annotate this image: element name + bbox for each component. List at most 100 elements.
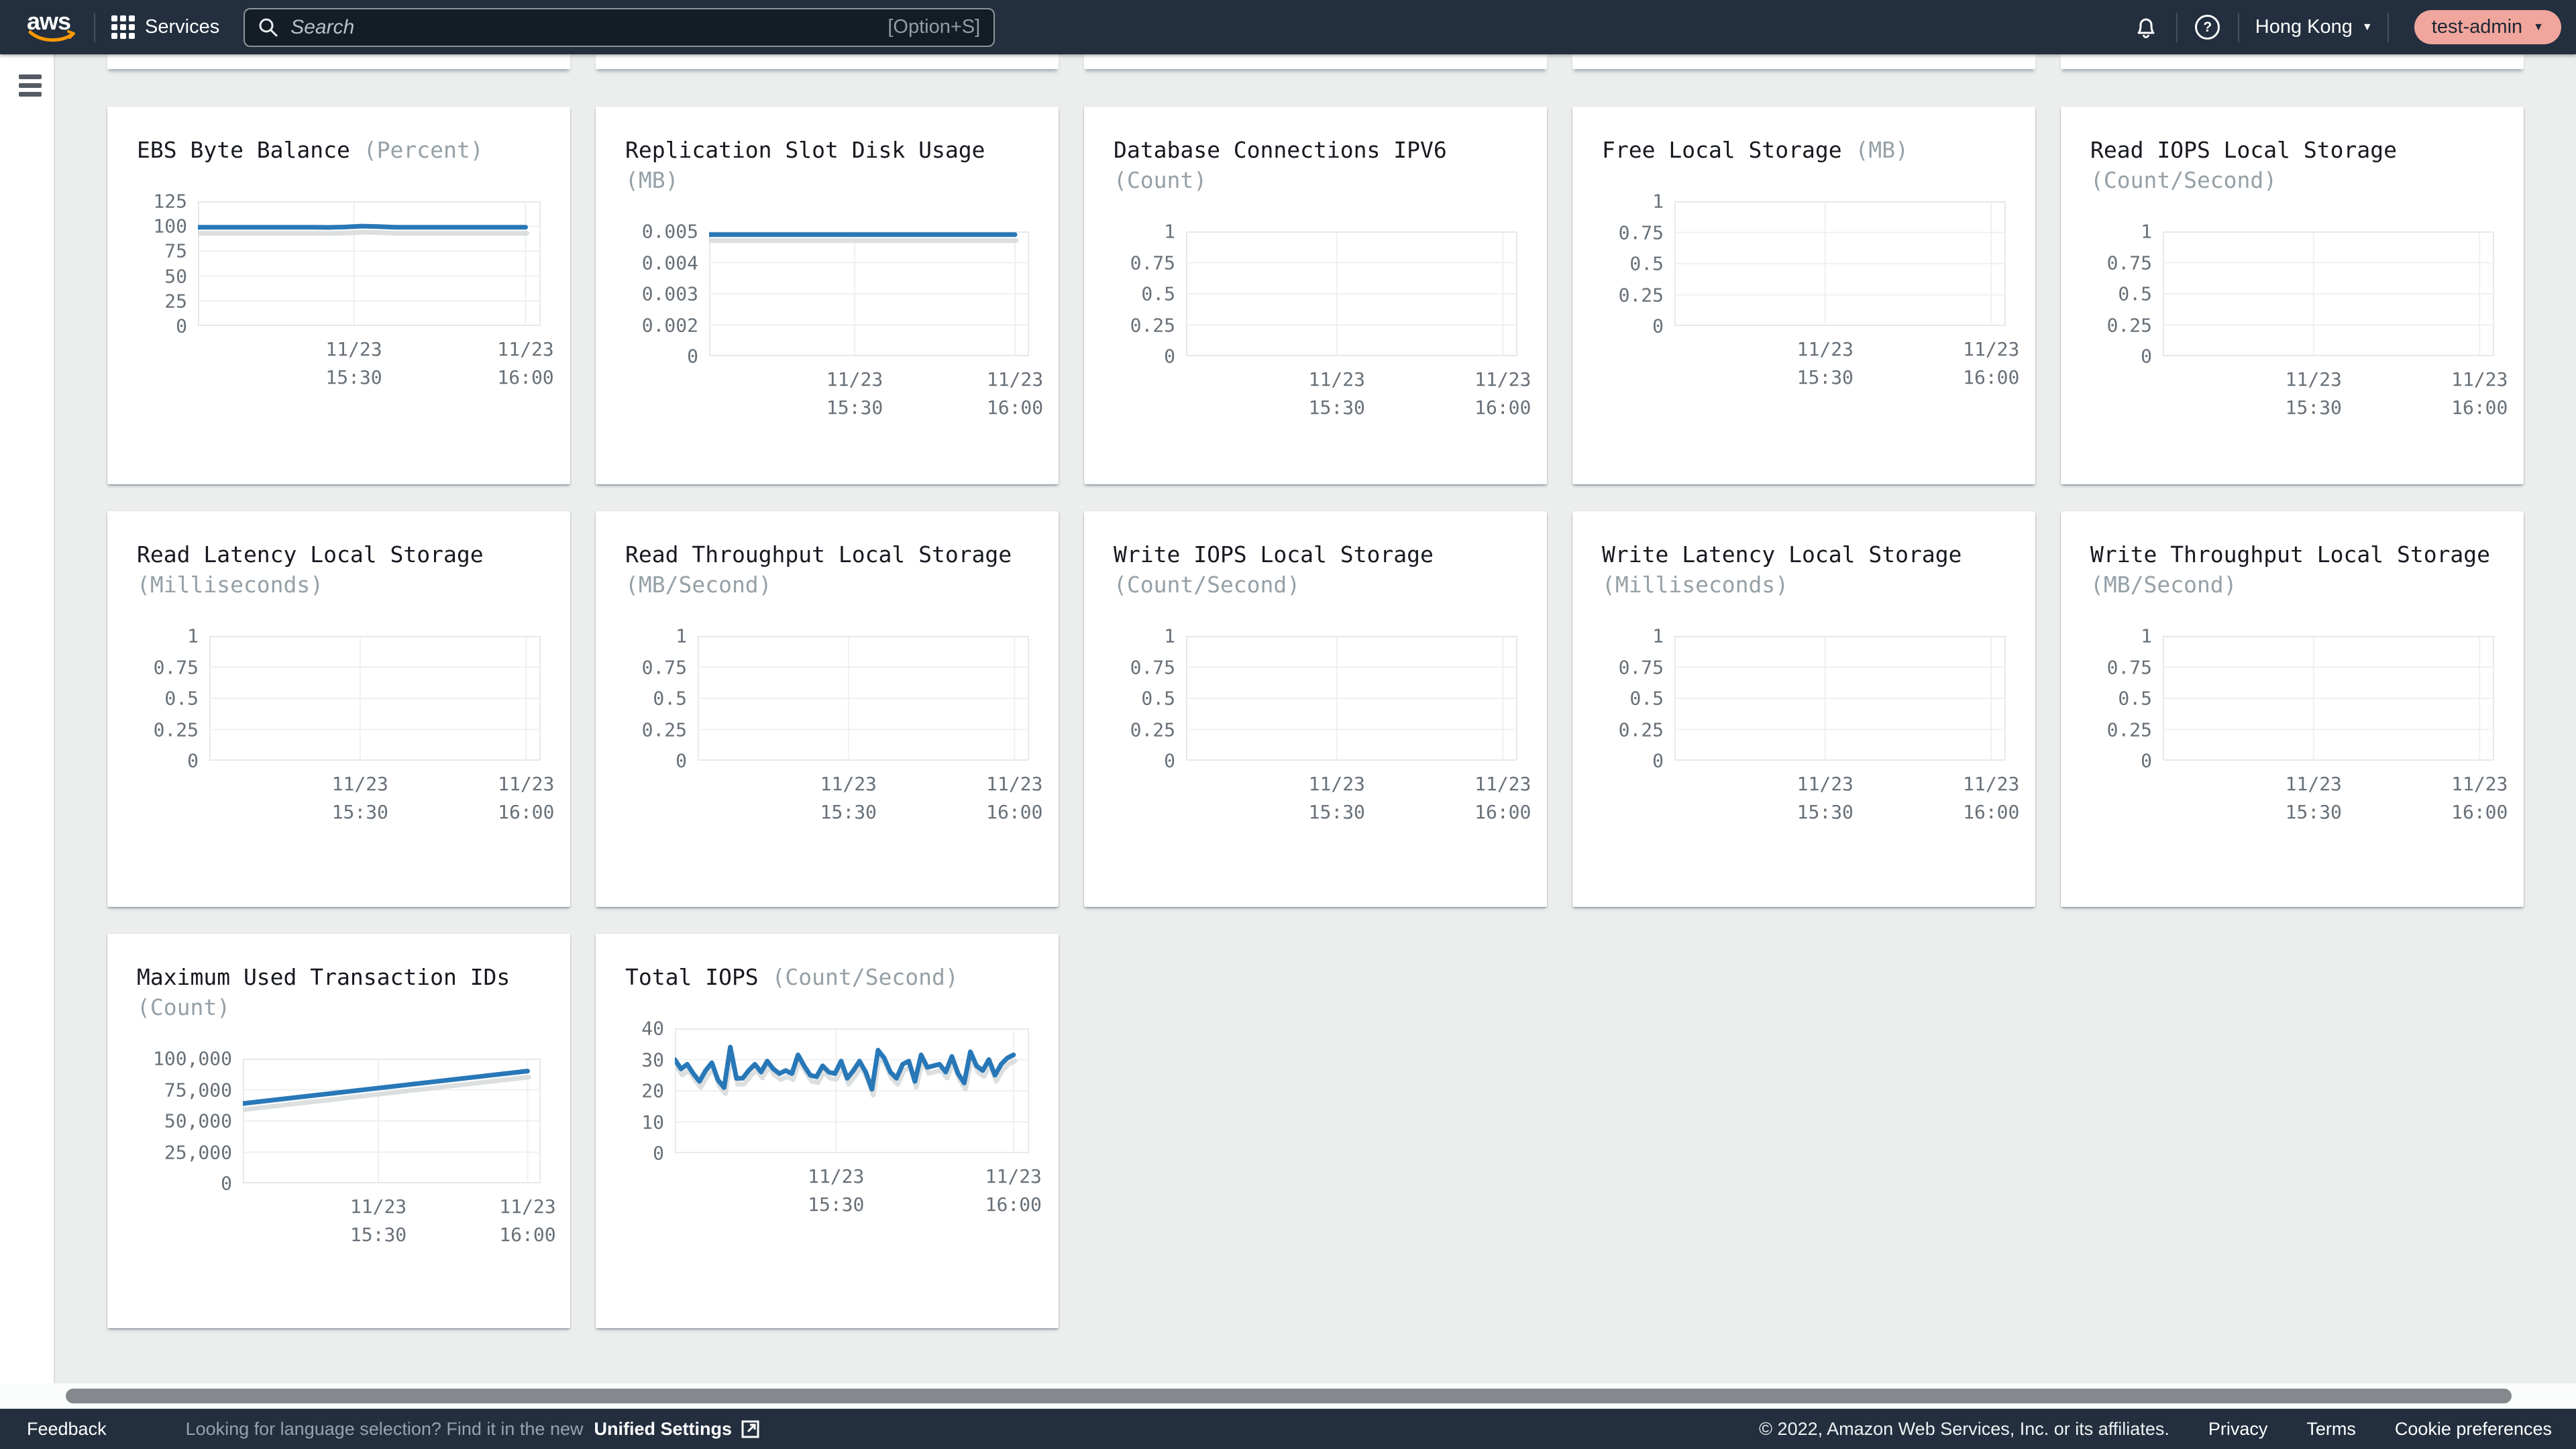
plot-area: [698, 636, 1029, 761]
x-tick-label: 11/23 15:30: [1308, 368, 1365, 419]
card-unit: (Milliseconds): [1602, 572, 1789, 598]
y-tick-label: 0.75: [2106, 252, 2152, 274]
horizontal-scrollbar-thumb[interactable]: [66, 1389, 2512, 1403]
external-link-icon[interactable]: [741, 1420, 759, 1438]
metric-card[interactable]: Read IOPS Local Storage (Count/Second) 1…: [2061, 107, 2524, 484]
y-tick-label: 0.005: [641, 220, 698, 243]
x-tick-label: 11/23 16:00: [2451, 368, 2508, 419]
x-axis-labels: 11/23 15:30 11/23 16:00: [2163, 356, 2508, 430]
x-tick-label: 11/23 16:00: [986, 368, 1044, 419]
metric-card[interactable]: Replication Slot Disk Usage (MB) 0.005 0.…: [596, 107, 1059, 484]
y-tick-label: 50,000: [164, 1110, 232, 1132]
terms-link[interactable]: Terms: [2306, 1418, 2356, 1439]
metric-chart: 1 0.75 0.5 0.25 0 11/23 15:30 11/23 16:00: [2090, 221, 2508, 430]
y-tick-label: 1: [1164, 625, 1175, 647]
y-tick-label: 0.75: [1130, 252, 1175, 274]
y-tick-label: 10: [641, 1111, 664, 1133]
y-axis-labels: 1 0.75 0.5 0.25 0: [1114, 625, 1186, 772]
card-title: Maximum Used Transaction IDs (Count): [137, 962, 541, 1022]
card-title: Write Throughput Local Storage (MB/Secon…: [2090, 539, 2494, 600]
y-tick-label: 40: [641, 1017, 664, 1040]
plot-area: [240, 1059, 541, 1183]
x-tick-label: 11/23 15:30: [820, 773, 877, 823]
account-menu[interactable]: test-admin ▼: [2414, 10, 2561, 44]
x-tick-label: 11/23 16:00: [1474, 368, 1532, 419]
search-input[interactable]: [289, 15, 877, 40]
plot-area: [1186, 636, 1517, 761]
footer-links: © 2022, Amazon Web Services, Inc. or its…: [1759, 1419, 2552, 1440]
search-box[interactable]: [Option+S]: [244, 7, 996, 47]
card-title-text: Read Latency Local Storage: [137, 541, 484, 568]
notifications-button[interactable]: [2127, 15, 2165, 40]
chart-svg: [1186, 231, 1517, 356]
y-tick-label: 0.5: [2118, 282, 2152, 305]
card-unit: (Count/Second): [2090, 167, 2277, 193]
chart-svg: [240, 1059, 541, 1183]
metric-card[interactable]: EBS Byte Balance (Percent) 125 100 75 50 25 0…: [107, 107, 570, 484]
x-tick-label: 11/23 15:30: [2285, 773, 2342, 823]
help-button[interactable]: ?: [2188, 15, 2227, 40]
y-axis-labels: 0.005 0.004 0.003 0.002 0: [625, 221, 709, 368]
x-tick-label: 11/23 16:00: [499, 1195, 556, 1246]
y-tick-label: 1: [2141, 220, 2152, 243]
x-axis-labels: 11/23 15:30 11/23 16:00: [1674, 761, 2020, 835]
services-button[interactable]: Services: [111, 15, 219, 39]
search-icon: [259, 18, 278, 36]
region-selector[interactable]: Hong Kong ▼: [2250, 16, 2378, 38]
metric-card[interactable]: Database Connections IPV6 (Count) 1 0.75 0…: [1084, 107, 1547, 484]
x-axis-labels: 11/23 15:30 11/23 16:00: [698, 761, 1043, 835]
metric-card[interactable]: Write Throughput Local Storage (MB/Secon…: [2061, 511, 2524, 907]
x-axis-labels: 11/23 15:30 11/23 16:00: [709, 356, 1043, 430]
x-tick-label: 11/23 16:00: [497, 338, 554, 388]
services-label: Services: [145, 16, 220, 38]
y-tick-label: 50: [164, 265, 187, 288]
cards-row-2: Read Latency Local Storage (Milliseconds…: [107, 511, 2576, 907]
metric-card[interactable]: Total IOPS (Count/Second) 40 30 20 10 0 11/2…: [596, 934, 1059, 1328]
x-tick-label: 11/23 15:30: [331, 773, 388, 823]
metric-card[interactable]: Write Latency Local Storage (Millisecond…: [1572, 511, 2035, 907]
menu-toggle-button[interactable]: [19, 74, 42, 97]
card-title-text: EBS Byte Balance: [137, 137, 350, 163]
y-tick-label: 0.25: [1618, 718, 1664, 741]
metrics-panel: EBS Byte Balance (Percent) 125 100 75 50 25 0…: [55, 54, 2576, 1383]
card-title-text: Read IOPS Local Storage: [2090, 137, 2397, 163]
y-tick-label: 0.25: [1618, 284, 1664, 306]
aws-logo[interactable]: aws: [27, 9, 78, 45]
metric-card[interactable]: Free Local Storage (MB) 1 0.75 0.5 0.25 0 11…: [1572, 107, 2035, 484]
feedback-button[interactable]: Feedback: [27, 1418, 107, 1439]
y-axis-labels: 1 0.75 0.5 0.25 0: [2090, 221, 2163, 368]
nav-divider: [2387, 12, 2389, 42]
cookie-preferences-link[interactable]: Cookie preferences: [2394, 1418, 2552, 1439]
y-tick-label: 0: [1164, 345, 1175, 368]
card-partial: [2061, 54, 2524, 69]
privacy-link[interactable]: Privacy: [2208, 1418, 2268, 1439]
metric-chart: 125 100 75 50 25 0 11/23 15:30 11/23 16:00: [137, 191, 553, 400]
y-tick-label: 0.003: [641, 282, 698, 305]
y-tick-label: 0: [1164, 749, 1175, 772]
y-axis-labels: 40 30 20 10 0: [625, 1018, 675, 1165]
x-axis-labels: 11/23 15:30 11/23 16:00: [1186, 761, 1532, 835]
plot-area: [1674, 636, 2006, 761]
unified-settings-link[interactable]: Unified Settings: [594, 1418, 732, 1439]
x-axis-labels: 11/23 15:30 11/23 16:00: [1186, 356, 1532, 430]
metric-card[interactable]: Maximum Used Transaction IDs (Count) 100…: [107, 934, 570, 1328]
y-tick-label: 0: [176, 315, 187, 337]
y-tick-label: 0.25: [2106, 718, 2152, 741]
metric-card[interactable]: Read Throughput Local Storage (MB/Second…: [596, 511, 1059, 907]
y-tick-label: 0.5: [1141, 282, 1175, 305]
x-axis-labels: 11/23 15:30 11/23 16:00: [198, 326, 553, 400]
card-title: Read Throughput Local Storage (MB/Second…: [625, 539, 1029, 600]
x-tick-label: 11/23 15:30: [325, 338, 382, 388]
card-unit: (Count): [1114, 167, 1208, 193]
chart-svg: [2163, 231, 2494, 356]
y-tick-label: 0.25: [641, 718, 687, 741]
card-partial: [596, 54, 1059, 69]
y-tick-label: 30: [641, 1049, 664, 1071]
metric-card[interactable]: Read Latency Local Storage (Milliseconds…: [107, 511, 570, 907]
y-tick-label: 25: [164, 290, 187, 313]
y-axis-labels: 100,000 75,000 50,000 25,000 0: [137, 1048, 243, 1195]
card-unit: (Percent): [363, 137, 484, 163]
card-title: Total IOPS (Count/Second): [625, 962, 1029, 992]
metric-card[interactable]: Write IOPS Local Storage (Count/Second) …: [1084, 511, 1547, 907]
x-axis-labels: 11/23 15:30 11/23 16:00: [2163, 761, 2508, 835]
